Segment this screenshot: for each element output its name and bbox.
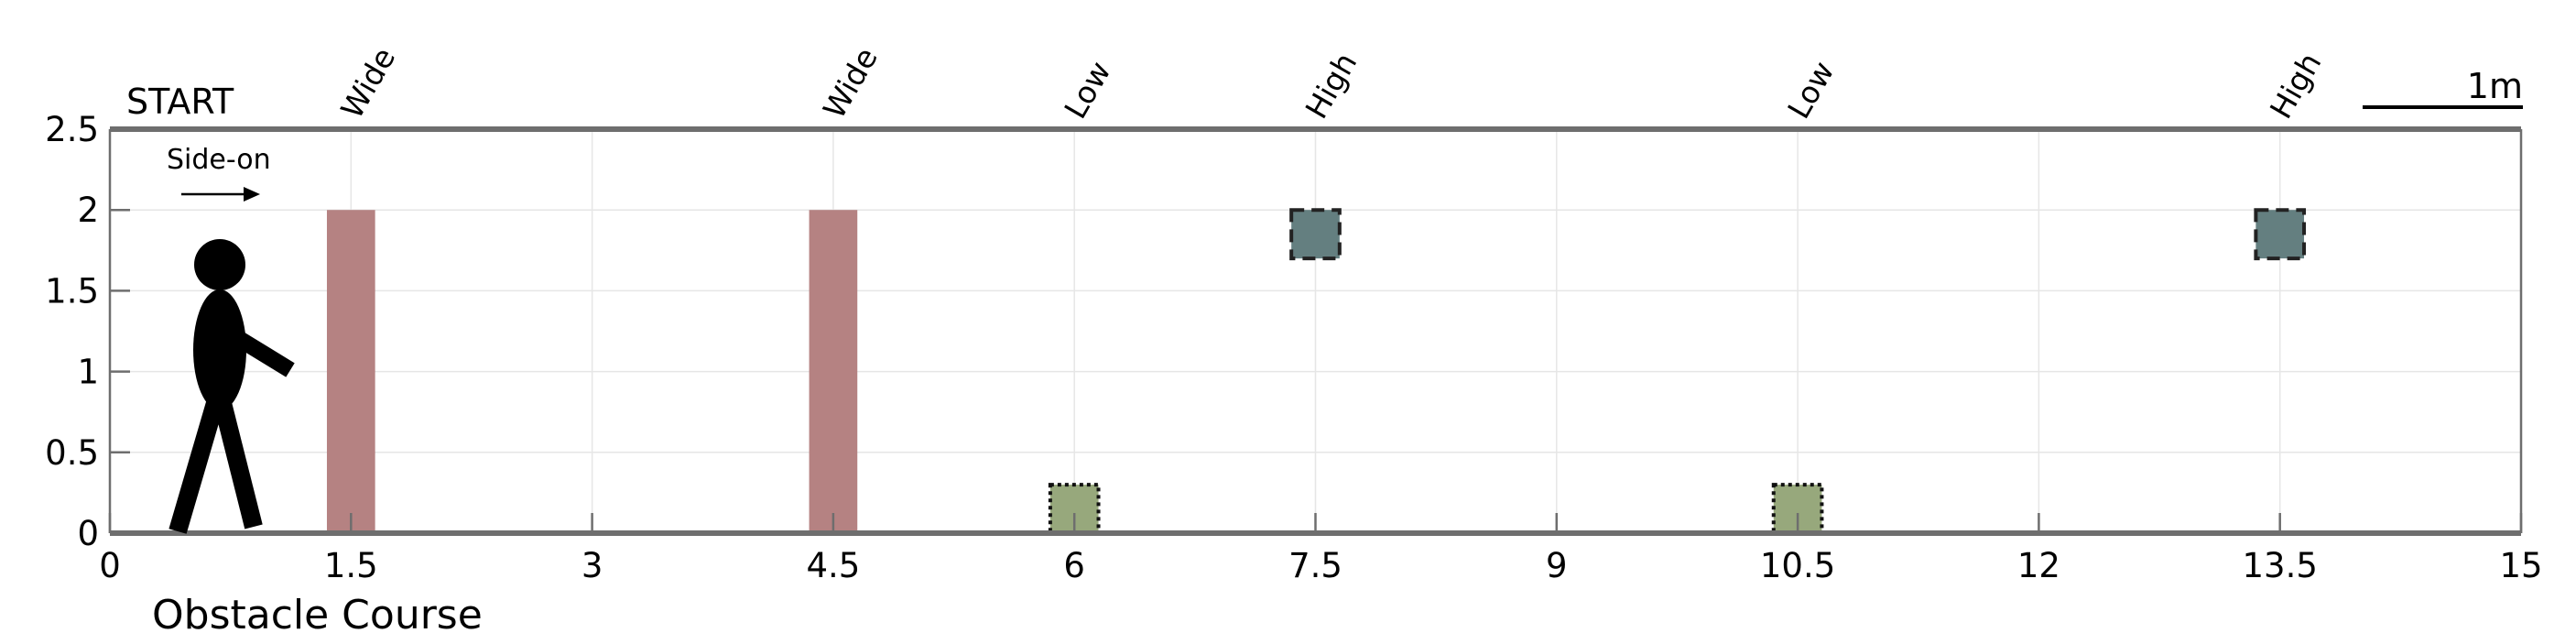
- x-tick-label: 7.5: [1288, 546, 1342, 585]
- direction-arrow-head: [244, 187, 260, 202]
- obstacle-label: Wide: [333, 41, 402, 125]
- obstacle-layer: [326, 208, 2307, 536]
- x-tick-label: 15: [2499, 546, 2542, 585]
- obstacle-high: [1289, 208, 1342, 261]
- obstacle-label: High: [2263, 47, 2329, 125]
- x-tick-label: 3: [582, 546, 603, 585]
- x-tick-label: 10.5: [1760, 546, 1835, 585]
- scale-bar-label: 1m: [2467, 66, 2523, 106]
- x-tick-label: 13.5: [2243, 546, 2318, 585]
- obstacle-wide: [809, 210, 858, 533]
- person-head: [194, 239, 245, 290]
- obstacle-label: Wide: [816, 41, 885, 125]
- y-tick-label: 1.5: [45, 271, 99, 311]
- direction-label: Side-on: [167, 144, 271, 176]
- person-torso: [193, 289, 246, 410]
- x-tick-label: 1.5: [324, 546, 378, 585]
- label-layer: Wide Wide Low High Low High: [333, 41, 2328, 125]
- y-tick-label: 2.5: [45, 110, 99, 149]
- x-tick-label: 0: [99, 546, 121, 585]
- obstacle-label: High: [1299, 47, 1364, 125]
- person-arm: [224, 325, 295, 377]
- obstacle-label: Low: [1780, 55, 1841, 125]
- person-leg-front: [213, 400, 263, 529]
- scale-bar: 1m: [2363, 66, 2523, 109]
- person-leg-back: [168, 400, 224, 534]
- start-label: START: [126, 82, 234, 122]
- x-tick-label: 9: [1546, 546, 1568, 585]
- obstacle-wide: [326, 210, 375, 533]
- y-tick-label: 0.5: [45, 433, 99, 473]
- y-tick-label: 1: [77, 353, 99, 392]
- obstacle-high: [2254, 208, 2307, 261]
- grid-layer: [109, 128, 2522, 534]
- axis-layer: 0 1.5 3 4.5 6 7.5 9 10.5 12 13.5 15 0 0.5 1 1.5 2 2.5: [45, 110, 2542, 585]
- direction-indicator: Side-on: [167, 144, 271, 202]
- x-tick-label: 4.5: [806, 546, 860, 585]
- person-icon: [168, 239, 295, 534]
- y-tick-label: 2: [77, 191, 99, 230]
- obstacle-label: Low: [1057, 55, 1117, 125]
- x-tick-label: 12: [2017, 546, 2060, 585]
- chart-title: Obstacle Course: [152, 592, 483, 639]
- x-tick-label: 6: [1063, 546, 1085, 585]
- y-tick-label: 0: [77, 514, 99, 553]
